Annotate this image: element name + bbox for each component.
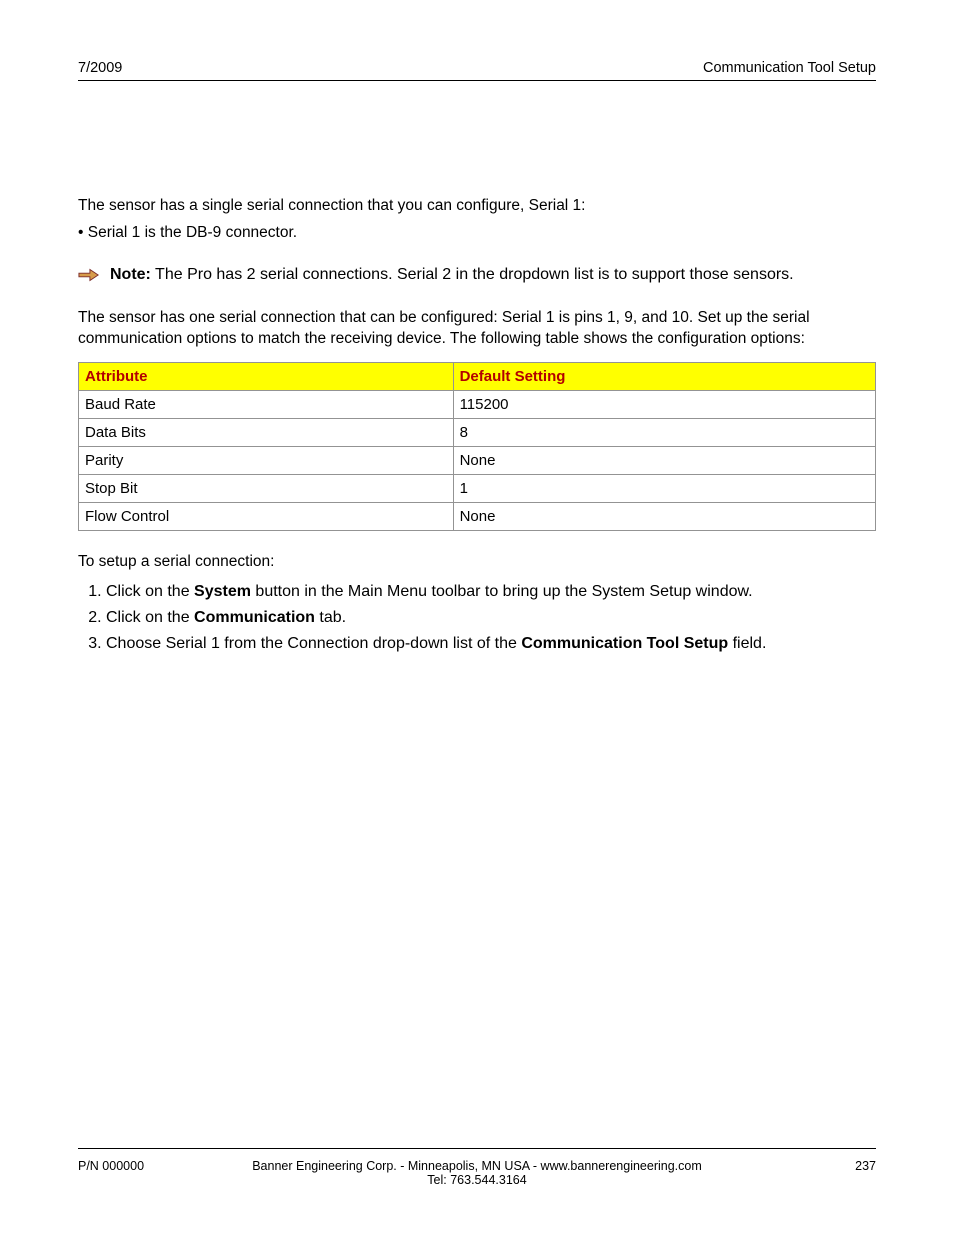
note-body: The Pro has 2 serial connections. Serial…: [151, 266, 794, 283]
step-item: Click on the Communication tab.: [106, 607, 876, 629]
step-item: Click on the System button in the Main M…: [106, 581, 876, 603]
cell-val: 8: [453, 418, 875, 446]
footer-company: Banner Engineering Corp. - Minneapolis, …: [178, 1159, 776, 1173]
table-row: Data Bits 8: [79, 418, 876, 446]
table-header-row: Attribute Default Setting: [79, 362, 876, 390]
step-pre: Choose Serial 1 from the Connection drop…: [106, 635, 521, 652]
page-content: The sensor has a single serial connectio…: [78, 196, 876, 656]
col-default: Default Setting: [453, 362, 875, 390]
cell-attr: Stop Bit: [79, 474, 454, 502]
step-post: field.: [728, 635, 766, 652]
step-bold: Communication: [194, 609, 315, 626]
bullet-serial1: • Serial 1 is the DB-9 connector.: [78, 223, 876, 244]
table-row: Baud Rate 115200: [79, 390, 876, 418]
step-bold: Communication Tool Setup: [521, 635, 728, 652]
cell-attr: Data Bits: [79, 418, 454, 446]
steps-list: Click on the System button in the Main M…: [84, 581, 876, 656]
cell-val: 115200: [453, 390, 875, 418]
table-row: Parity None: [79, 446, 876, 474]
setup-intro: To setup a serial connection:: [78, 553, 876, 571]
config-intro: The sensor has one serial connection tha…: [78, 308, 876, 350]
step-bold: System: [194, 583, 251, 600]
table-row: Stop Bit 1: [79, 474, 876, 502]
cell-attr: Baud Rate: [79, 390, 454, 418]
cell-attr: Parity: [79, 446, 454, 474]
note-label: Note:: [110, 266, 151, 283]
col-attribute: Attribute: [79, 362, 454, 390]
footer-part-number: P/N 000000: [78, 1159, 178, 1173]
config-table: Attribute Default Setting Baud Rate 1152…: [78, 362, 876, 531]
intro-text: The sensor has a single serial connectio…: [78, 196, 876, 217]
cell-val: 1: [453, 474, 875, 502]
step-pre: Click on the: [106, 609, 194, 626]
step-post: button in the Main Menu toolbar to bring…: [251, 583, 753, 600]
footer-page-number: 237: [776, 1159, 876, 1173]
header-date: 7/2009: [78, 60, 122, 76]
cell-attr: Flow Control: [79, 502, 454, 530]
cell-val: None: [453, 446, 875, 474]
cell-val: None: [453, 502, 875, 530]
page-header: 7/2009 Communication Tool Setup: [78, 60, 876, 81]
note-block: Note: The Pro has 2 serial connections. …: [78, 266, 876, 284]
note-text: Note: The Pro has 2 serial connections. …: [110, 266, 794, 284]
step-post: tab.: [315, 609, 346, 626]
pointing-hand-icon: [78, 267, 100, 283]
header-title: Communication Tool Setup: [703, 60, 876, 76]
footer-center: Banner Engineering Corp. - Minneapolis, …: [178, 1159, 776, 1187]
step-item: Choose Serial 1 from the Connection drop…: [106, 633, 876, 655]
step-pre: Click on the: [106, 583, 194, 600]
table-row: Flow Control None: [79, 502, 876, 530]
footer-tel: Tel: 763.544.3164: [178, 1173, 776, 1187]
page-footer: P/N 000000 Banner Engineering Corp. - Mi…: [78, 1148, 876, 1187]
